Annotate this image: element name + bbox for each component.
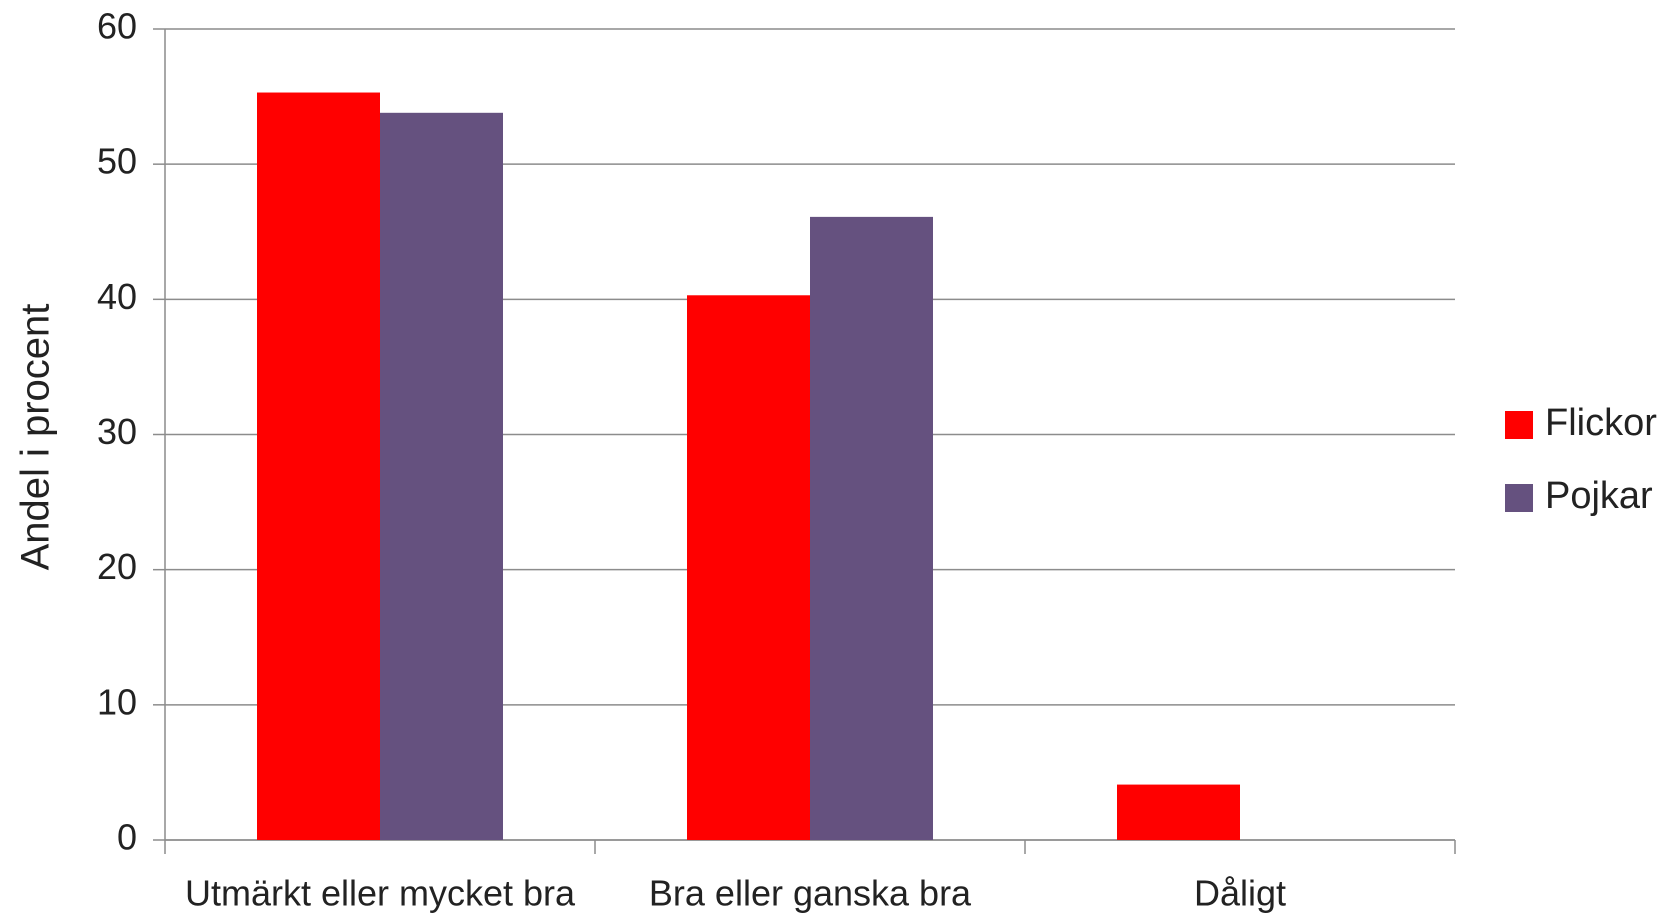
y-tick-label: 10 <box>97 681 137 722</box>
bar <box>1117 784 1240 840</box>
x-tick-label: Bra eller ganska bra <box>649 873 972 914</box>
y-tick-label: 0 <box>117 817 137 858</box>
y-axis-title: Andel i procent <box>14 304 58 571</box>
x-tick-label: Utmärkt eller mycket bra <box>185 873 576 914</box>
bar <box>810 216 933 841</box>
y-tick-label: 20 <box>97 546 137 587</box>
legend-swatch <box>1505 411 1533 439</box>
y-tick-label: 60 <box>97 6 137 47</box>
x-tick-label: Dåligt <box>1194 873 1286 914</box>
bar <box>687 295 810 840</box>
bar <box>257 92 380 841</box>
legend-label: Flickor <box>1545 402 1657 444</box>
y-tick-label: 40 <box>97 276 137 317</box>
y-tick-label: 50 <box>97 141 137 182</box>
legend-swatch <box>1505 484 1533 512</box>
legend-label: Pojkar <box>1545 475 1653 517</box>
y-tick-label: 30 <box>97 411 137 452</box>
bar <box>380 112 503 840</box>
